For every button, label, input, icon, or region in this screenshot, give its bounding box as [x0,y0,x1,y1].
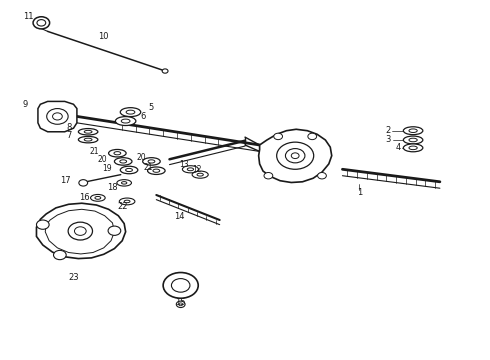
Circle shape [308,133,317,140]
Ellipse shape [109,149,126,157]
Text: 9: 9 [22,100,27,109]
Ellipse shape [120,166,138,174]
Circle shape [318,172,326,179]
Text: 5: 5 [149,103,154,112]
Text: 11: 11 [23,12,33,21]
Circle shape [162,69,168,73]
Ellipse shape [143,158,160,165]
Circle shape [264,172,273,179]
Text: 1: 1 [357,188,362,197]
Circle shape [47,109,68,124]
Ellipse shape [403,127,423,135]
Circle shape [108,226,121,235]
Text: 13: 13 [179,161,189,170]
Ellipse shape [78,129,98,135]
Text: 20: 20 [98,156,107,165]
Ellipse shape [119,198,135,205]
Polygon shape [259,129,332,183]
Text: 22: 22 [117,202,127,211]
Text: 7: 7 [66,131,72,140]
Text: 3: 3 [386,135,391,144]
Circle shape [36,220,49,229]
Ellipse shape [117,180,131,186]
Text: 8: 8 [66,123,72,132]
Ellipse shape [403,144,423,152]
Text: 21: 21 [89,147,98,156]
Text: 14: 14 [174,212,184,221]
Circle shape [274,133,283,140]
Text: 21: 21 [144,163,153,172]
Text: 4: 4 [395,143,401,152]
Circle shape [79,180,88,186]
Ellipse shape [115,158,132,165]
Circle shape [163,273,198,298]
Ellipse shape [120,108,141,117]
Text: 15: 15 [175,298,186,307]
Ellipse shape [403,136,423,144]
Ellipse shape [116,117,136,126]
Polygon shape [38,102,77,132]
Text: 18: 18 [107,183,118,192]
Circle shape [68,222,93,240]
Polygon shape [36,203,125,258]
Ellipse shape [78,136,98,143]
Ellipse shape [182,166,198,173]
Text: 6: 6 [140,112,146,121]
Ellipse shape [91,194,105,201]
Circle shape [176,301,185,307]
Text: 20: 20 [136,153,146,162]
Circle shape [277,142,314,169]
Text: 17: 17 [60,176,71,185]
Ellipse shape [192,171,208,178]
Ellipse shape [147,167,165,175]
Text: 2: 2 [385,126,390,135]
Circle shape [53,250,66,260]
Circle shape [33,17,49,29]
Text: 10: 10 [98,32,109,41]
Text: 12: 12 [193,166,202,175]
Text: 19: 19 [102,164,112,173]
Text: 16: 16 [79,193,90,202]
Text: 23: 23 [68,273,79,282]
